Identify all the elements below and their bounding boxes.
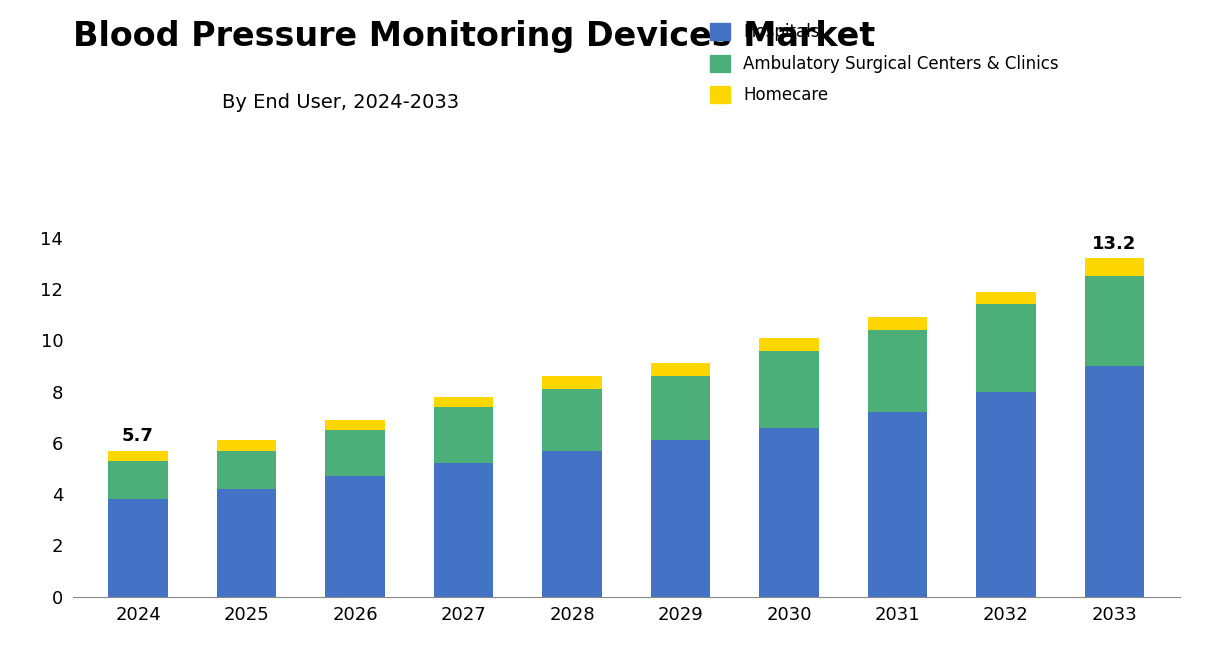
Bar xyxy=(759,351,818,428)
Bar xyxy=(1085,366,1144,597)
Bar xyxy=(325,476,384,597)
Bar xyxy=(434,463,494,597)
Bar xyxy=(325,430,384,476)
Bar xyxy=(1085,259,1144,276)
Bar xyxy=(1085,276,1144,366)
Bar xyxy=(868,318,928,330)
Bar xyxy=(216,440,276,451)
Bar xyxy=(108,499,168,597)
Bar xyxy=(108,451,168,461)
Bar xyxy=(216,451,276,489)
Bar xyxy=(976,304,1036,392)
Bar xyxy=(759,428,818,597)
Bar xyxy=(325,420,384,430)
Legend: Hospitals, Ambulatory Surgical Centers & Clinics, Homecare: Hospitals, Ambulatory Surgical Centers &… xyxy=(702,15,1068,113)
Bar xyxy=(868,412,928,597)
Bar xyxy=(542,451,602,597)
Text: 13.2: 13.2 xyxy=(1092,235,1137,253)
Bar xyxy=(542,376,602,389)
Bar xyxy=(651,363,710,376)
Bar xyxy=(651,440,710,597)
Bar xyxy=(108,461,168,499)
Bar xyxy=(759,337,818,351)
Text: 5.7: 5.7 xyxy=(122,428,154,446)
Bar xyxy=(216,489,276,597)
Bar xyxy=(542,389,602,451)
Text: Blood Pressure Monitoring Devices Market: Blood Pressure Monitoring Devices Market xyxy=(73,20,876,53)
Bar xyxy=(434,396,494,407)
Bar xyxy=(434,407,494,463)
Bar xyxy=(976,392,1036,597)
Text: By End User, 2024-2033: By End User, 2024-2033 xyxy=(221,93,460,112)
Bar xyxy=(868,330,928,412)
Bar xyxy=(651,376,710,440)
Bar xyxy=(976,292,1036,304)
